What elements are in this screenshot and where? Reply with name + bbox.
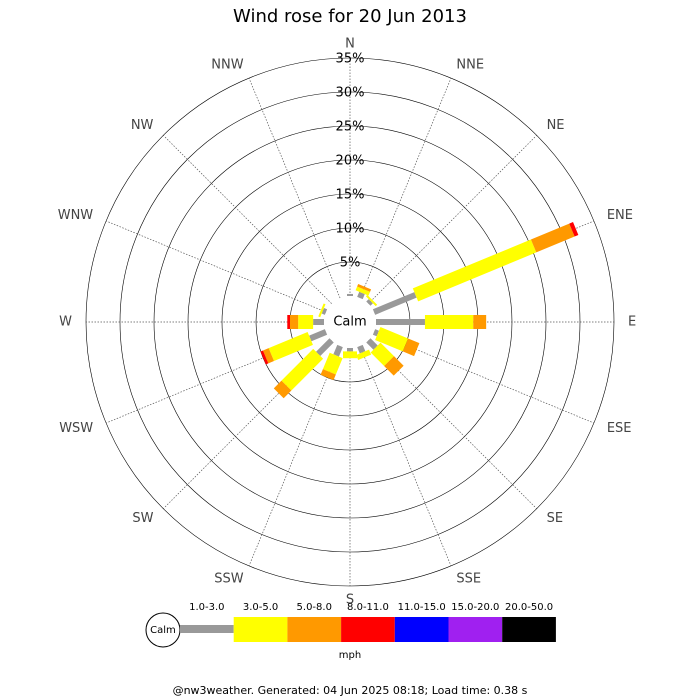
legend-swatch <box>233 617 288 642</box>
wind-bar <box>309 329 328 342</box>
ring-label: 20% <box>336 154 365 169</box>
wind-bar <box>318 303 326 318</box>
ring-label: 15% <box>336 188 365 203</box>
wind-bar <box>384 356 404 376</box>
wind-bar <box>366 338 378 350</box>
direction-label: WSW <box>59 421 93 436</box>
legend-calm-label: Calm <box>150 625 176 636</box>
direction-label: N <box>345 37 355 52</box>
legend-label: 5.0-8.0 <box>297 602 332 613</box>
wind-bar <box>316 338 334 356</box>
legend-swatch <box>341 617 395 642</box>
direction-label: E <box>628 315 636 330</box>
wind-bar <box>273 380 292 399</box>
direction-label: SSW <box>214 571 244 586</box>
footer: @nw3weather. Generated: 04 Jun 2025 08:1… <box>173 684 528 697</box>
spoke <box>105 220 327 313</box>
ring-label: 35% <box>336 52 365 67</box>
legend-unit: mph <box>339 650 361 661</box>
wind-bar <box>281 348 324 391</box>
spoke <box>248 77 341 299</box>
direction-label: ENE <box>607 208 633 223</box>
wind-bar <box>372 292 417 315</box>
direction-label: W <box>59 315 72 330</box>
legend-swatch <box>394 617 449 642</box>
direction-label: NE <box>547 118 565 133</box>
ring-label: 10% <box>336 222 365 237</box>
legend-swatch <box>448 617 503 642</box>
direction-label: NNE <box>456 58 484 73</box>
wind-bar <box>357 344 366 354</box>
wind-bar <box>262 348 275 364</box>
wind-bar <box>333 344 343 357</box>
direction-label: ESE <box>607 421 632 436</box>
direction-label: NW <box>131 118 154 133</box>
legend-label: 3.0-5.0 <box>243 602 278 613</box>
wind-bar <box>322 352 343 375</box>
wind-bar <box>372 329 379 337</box>
ring-label: 30% <box>336 86 365 101</box>
wind-bar <box>530 223 575 253</box>
chart-title: Wind rose for 20 Jun 2013 <box>233 6 467 27</box>
wind-bar <box>569 222 579 237</box>
direction-label: SSE <box>456 571 481 586</box>
ring <box>153 125 547 519</box>
direction-label: WNW <box>58 208 94 223</box>
wind-bar <box>356 349 372 361</box>
spoke <box>163 135 332 304</box>
ring-label: 25% <box>336 120 365 135</box>
legend-label: 11.0-15.0 <box>398 602 446 613</box>
wind-bar <box>365 294 378 307</box>
wind-bar <box>375 327 409 352</box>
spoke <box>359 345 452 567</box>
legend-label: 8.0-11.0 <box>347 602 389 613</box>
spoke <box>248 345 341 567</box>
legend-label: 15.0-20.0 <box>451 602 499 613</box>
spoke <box>368 135 537 304</box>
direction-label: NNW <box>211 58 243 73</box>
legend-label: 20.0-50.0 <box>505 602 553 613</box>
wind-bar <box>357 283 372 292</box>
wind-bar <box>357 291 365 300</box>
legend-swatch <box>287 617 342 642</box>
legend-swatch <box>180 625 234 633</box>
wind-bar <box>320 369 336 381</box>
wind-bar <box>402 338 420 357</box>
legend-swatch <box>502 617 556 642</box>
wind-bar <box>370 342 395 367</box>
wind-bar <box>355 286 371 296</box>
direction-label: SE <box>547 511 563 526</box>
calm-label: Calm <box>333 315 366 330</box>
wind-bar <box>321 307 328 315</box>
legend-label: 1.0-3.0 <box>189 602 224 613</box>
wind-bar <box>412 239 537 302</box>
wind-bar <box>268 331 313 362</box>
direction-label: SW <box>132 511 153 526</box>
spoke <box>359 77 452 299</box>
wind-bar <box>260 350 269 365</box>
ring-label: 5% <box>340 256 361 271</box>
wind-bar <box>366 299 373 306</box>
calm-circle <box>326 298 374 346</box>
direction-label: S <box>346 593 354 608</box>
